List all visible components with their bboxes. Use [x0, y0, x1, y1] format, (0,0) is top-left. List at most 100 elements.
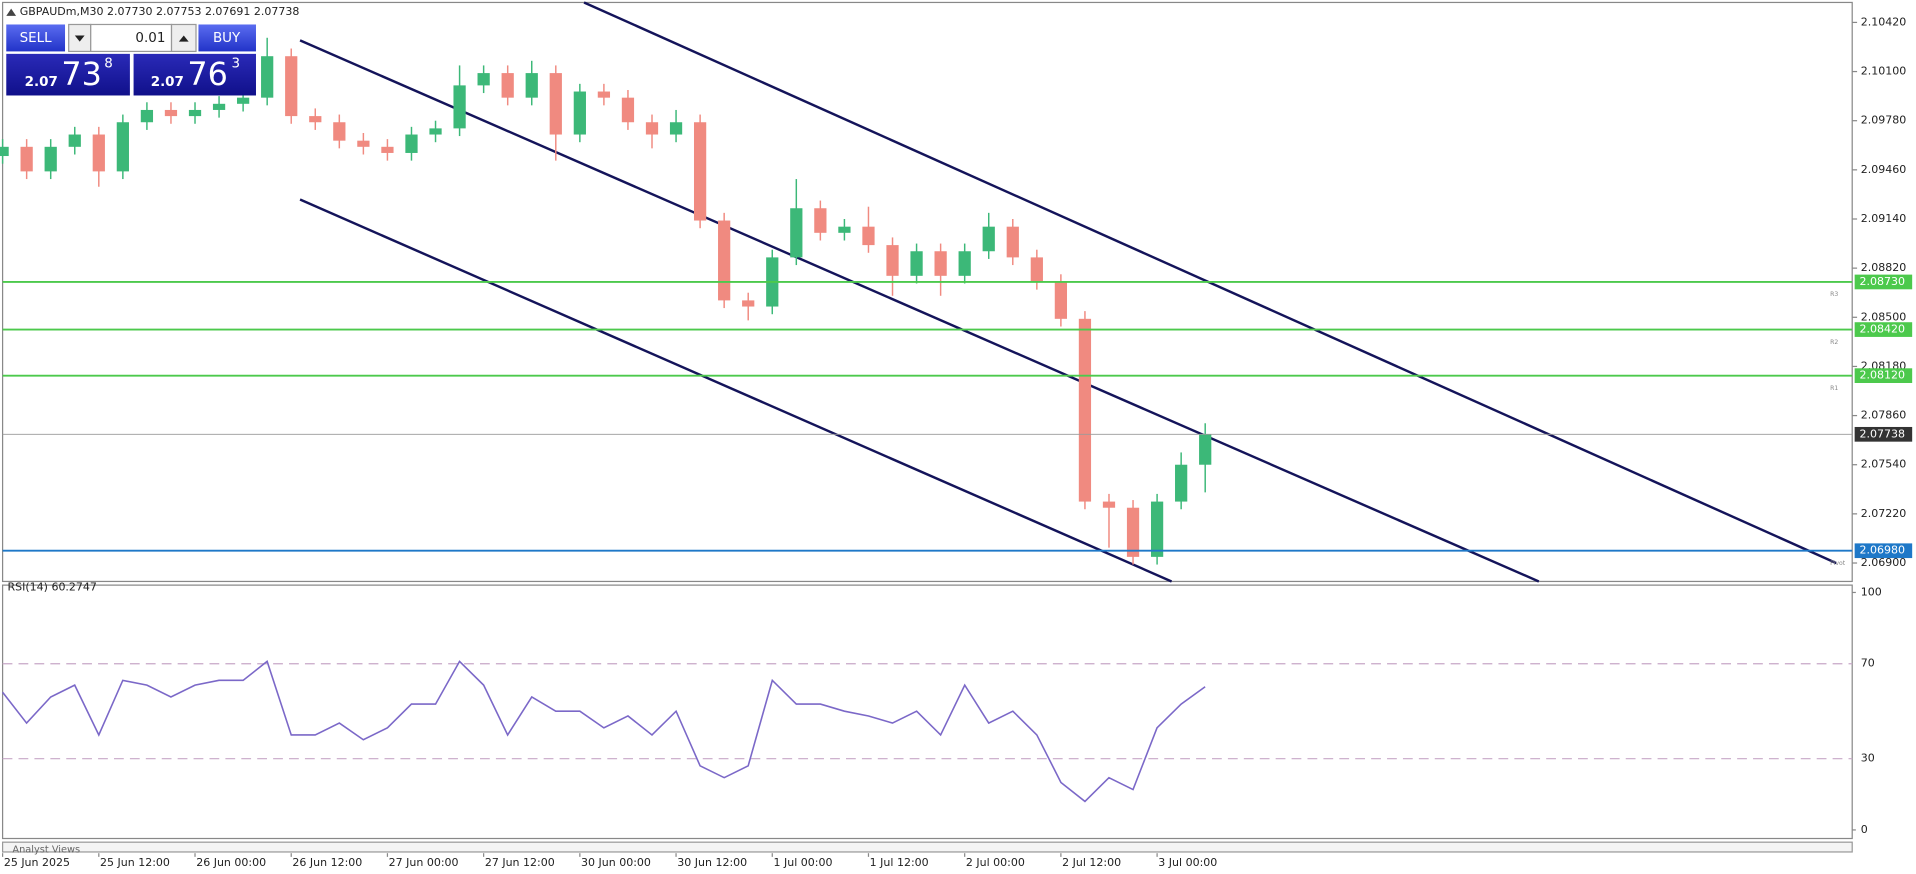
y-tick-label: 2.08500 [1861, 310, 1907, 323]
candle-body [525, 73, 538, 98]
rsi-line [1, 660, 1206, 803]
lot-value: 0.01 [135, 31, 165, 46]
candle-body [68, 134, 81, 147]
candle-body [164, 109, 178, 117]
y-tick-label: 2.09780 [1861, 114, 1907, 127]
buy-button[interactable] [198, 24, 256, 52]
candle-body [958, 251, 971, 276]
candle-body [693, 122, 707, 221]
bid-big: 2.07 [25, 75, 58, 90]
candle-body [477, 73, 490, 86]
candle-body [549, 73, 562, 135]
x-tick-label: 27 Jun 12:00 [485, 856, 555, 869]
y-tick-label: 70 [1861, 657, 1875, 670]
x-tick-label: 26 Jun 12:00 [292, 856, 362, 869]
bid-box[interactable] [6, 53, 130, 96]
y-tick-label: 2.07860 [1861, 409, 1907, 422]
candle-body [20, 146, 33, 172]
candle-body [621, 97, 635, 123]
level-label: 2.08120 [1860, 369, 1906, 382]
trade-panel: SELL 0.01 BUY 2.07 73 8 2.07 76 3 [6, 23, 256, 96]
level-label: 2.08730 [1860, 275, 1906, 288]
candle-body [597, 91, 611, 98]
x-tick-label: 3 Jul 00:00 [1158, 856, 1217, 869]
candle-body [381, 146, 394, 153]
x-tick-label: 1 Jul 00:00 [773, 856, 832, 869]
candle-body [1150, 501, 1164, 557]
candle-body [886, 245, 899, 276]
trend-line [299, 198, 1173, 583]
candle-body [982, 226, 995, 252]
candle-body [838, 226, 851, 233]
footer-tab[interactable]: Analyst Views [12, 845, 80, 856]
candle-body [814, 208, 827, 233]
buy-label: BUY [213, 31, 241, 46]
candle-body [501, 73, 514, 98]
level-label: 2.08420 [1860, 323, 1906, 336]
candle-body [261, 56, 274, 98]
candle-body [862, 226, 875, 246]
candle-body [140, 109, 154, 123]
ask-small: 3 [232, 57, 241, 72]
x-tick-label: 25 Jun 2025 [4, 856, 70, 869]
arrow-up [178, 35, 189, 42]
x-tick-label: 1 Jul 12:00 [870, 856, 929, 869]
candle-body [1102, 501, 1116, 508]
level-name: R1 [1830, 385, 1838, 392]
y-tick-label: 2.10100 [1861, 65, 1907, 78]
level-name: Pivot [1830, 560, 1846, 567]
y-tick-label: 2.07540 [1861, 458, 1907, 471]
candle-body [1030, 257, 1043, 282]
x-tick-label: 2 Jul 00:00 [966, 856, 1025, 869]
footer-tab-bar [1, 841, 1853, 853]
candle-body [285, 56, 298, 117]
lot-increase[interactable] [170, 23, 197, 53]
level-label: 2.06980 [1860, 544, 1906, 557]
candle-body [116, 122, 129, 172]
level-name: R2 [1830, 339, 1838, 346]
lot-input[interactable] [90, 23, 173, 53]
candle-body [1054, 281, 1068, 319]
candle-body [718, 220, 731, 301]
candle-body [790, 208, 803, 258]
x-tick-label: 2 Jul 12:00 [1062, 856, 1121, 869]
level-name: R3 [1830, 291, 1838, 298]
y-tick-label: 2.10420 [1861, 15, 1907, 28]
candle-body [645, 122, 659, 135]
arrow-down [74, 35, 85, 42]
candle-body [1126, 507, 1140, 557]
candle-body [212, 103, 226, 110]
candle-body [0, 146, 9, 157]
candle-body [934, 251, 947, 276]
symbol-line: GBPAUDm,M30 2.07730 2.07753 2.07691 2.07… [20, 5, 300, 18]
level-label-box [1854, 322, 1913, 337]
candle-body [357, 140, 370, 147]
y-tick-label: 30 [1861, 752, 1875, 765]
candle-body [910, 251, 923, 276]
y-tick-label: 2.09140 [1861, 212, 1907, 225]
current-price-box [1854, 426, 1913, 442]
candle-body [573, 91, 586, 135]
level-label-box [1854, 543, 1913, 559]
candle-body [429, 128, 442, 135]
x-tick-label: 30 Jun 12:00 [677, 856, 747, 869]
x-tick-label: 26 Jun 00:00 [196, 856, 266, 869]
x-tick-label: 30 Jun 00:00 [581, 856, 651, 869]
level-label-box [1854, 274, 1913, 290]
x-tick-label: 27 Jun 00:00 [389, 856, 459, 869]
candle-body [92, 134, 105, 172]
candle-body [1199, 434, 1212, 465]
ask-box[interactable] [133, 53, 256, 96]
rsi-panel [1, 584, 1853, 840]
candle-body [1006, 226, 1019, 258]
ask-big: 2.07 [151, 75, 184, 90]
current-price-label: 2.07738 [1860, 427, 1906, 440]
sell-button[interactable] [6, 24, 66, 52]
candle-body [236, 97, 250, 104]
rsi-title: RSI(14) 60.2747 [7, 581, 96, 594]
candle-body [309, 116, 322, 123]
sell-label: SELL [20, 31, 53, 46]
x-tick-label: 25 Jun 12:00 [100, 856, 170, 869]
candle-body [188, 109, 202, 117]
